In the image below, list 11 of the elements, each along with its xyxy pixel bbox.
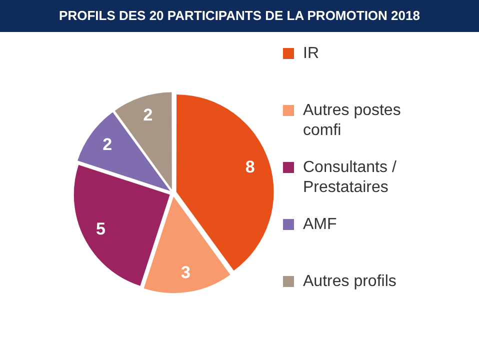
data-label: 2 <box>143 106 153 125</box>
data-label: 3 <box>180 262 190 282</box>
legend-label: Autres postes comfi <box>303 101 402 141</box>
legend-label: AMF <box>303 215 338 235</box>
data-label: 8 <box>245 158 255 177</box>
data-label: 2 <box>102 135 112 154</box>
legend-label: Consultants / Prestataires <box>303 158 398 198</box>
data-label: 5 <box>96 220 106 239</box>
legend-label: Autres profils <box>303 272 398 292</box>
legend-label: IR <box>303 44 320 64</box>
chart-title: PROFILS DES 20 PARTICIPANTS DE LA PROMOTION 2018 <box>0 0 479 32</box>
